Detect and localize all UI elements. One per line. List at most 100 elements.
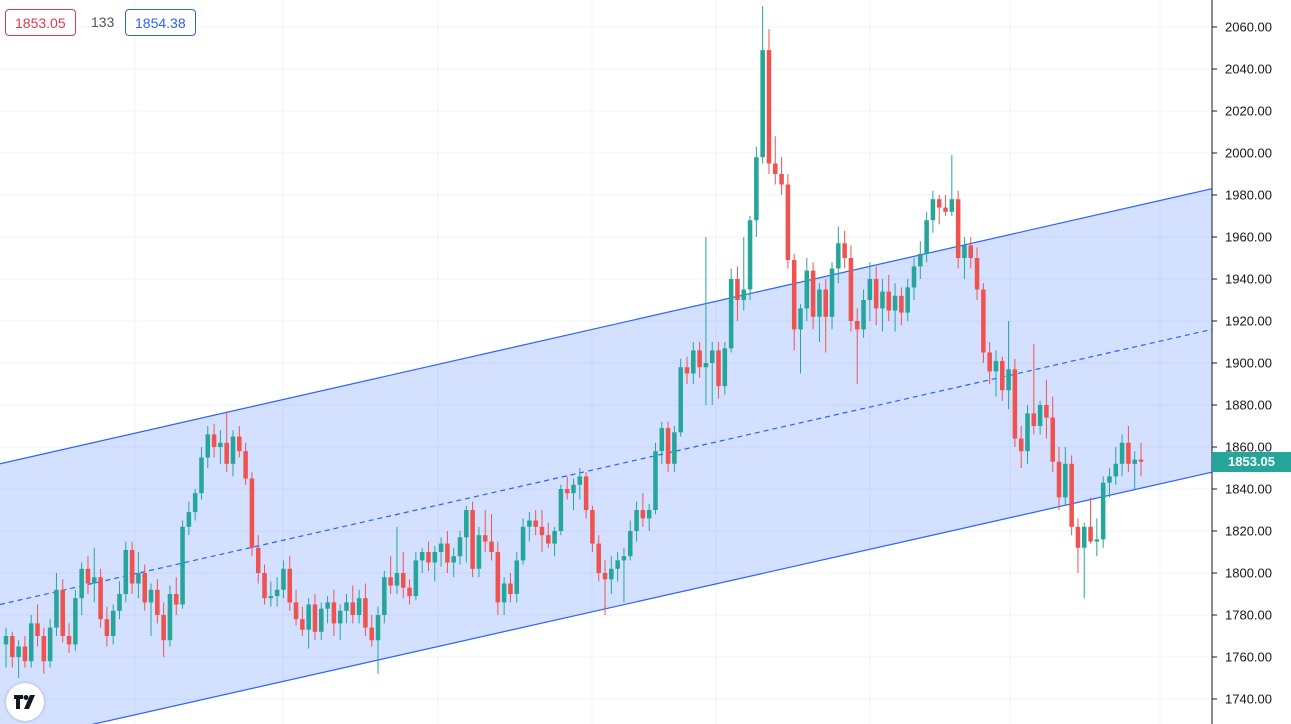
candle-body: [981, 289, 986, 353]
candle: [804, 258, 810, 321]
candle-body: [640, 510, 646, 519]
regression-channel[interactable]: [0, 188, 1213, 724]
candle-body: [79, 568, 84, 599]
ask-price-button[interactable]: 1854.38: [125, 9, 196, 36]
channel-fill: [0, 188, 1212, 724]
candle: [1113, 447, 1119, 485]
candle-body: [1044, 405, 1049, 418]
candle-body: [590, 510, 595, 544]
candle-body: [546, 535, 551, 544]
candle: [110, 604, 116, 645]
candle: [659, 421, 665, 464]
candle: [640, 493, 646, 527]
candle: [186, 501, 192, 536]
candle: [785, 174, 791, 269]
candle-body: [886, 291, 892, 311]
candle: [255, 535, 261, 584]
candle-body: [735, 279, 740, 300]
candle-body: [962, 245, 967, 258]
candle: [73, 589, 78, 651]
candle-body: [911, 266, 917, 288]
tradingview-logo-icon[interactable]: [6, 683, 44, 721]
candle-body: [337, 610, 343, 624]
price-tick-label: 1960.00: [1225, 230, 1272, 245]
candle: [104, 606, 110, 647]
candle-body: [766, 50, 772, 164]
price-tick-label: 1760.00: [1225, 650, 1272, 665]
candle-body: [1100, 482, 1106, 540]
candle-body: [665, 428, 671, 464]
candle: [281, 560, 286, 599]
price-tick-label: 1980.00: [1225, 188, 1272, 203]
candle-body: [262, 573, 267, 599]
candle: [697, 342, 702, 378]
candle-body: [1138, 459, 1144, 462]
candle: [10, 631, 15, 668]
price-tick-label: 2000.00: [1225, 146, 1272, 161]
candle-body: [539, 526, 545, 536]
candle: [464, 505, 469, 563]
candle: [1100, 476, 1106, 548]
bid-price-button[interactable]: 1853.05: [5, 9, 76, 36]
candle-body: [968, 245, 974, 258]
horizontal-grid: [0, 26, 1212, 700]
candle: [123, 541, 129, 603]
candle-body: [331, 602, 337, 624]
candle: [306, 598, 311, 649]
candle: [936, 195, 942, 225]
candle-body: [457, 537, 463, 557]
candle: [28, 615, 34, 668]
price-tick-label: 2020.00: [1225, 104, 1272, 119]
candle: [987, 342, 992, 384]
candle: [1069, 455, 1074, 536]
candle-body: [54, 589, 59, 628]
channel-lower-line[interactable]: [0, 471, 1213, 724]
candle-body: [255, 547, 261, 573]
candle-body: [936, 199, 942, 208]
candle: [161, 602, 166, 657]
candle-body: [514, 560, 520, 594]
candle-body: [520, 526, 526, 561]
candle-body: [1018, 438, 1024, 452]
candle: [583, 472, 589, 519]
candle-body: [306, 604, 311, 630]
candle-body: [419, 552, 425, 561]
candle: [350, 585, 356, 624]
candle-body: [634, 510, 639, 531]
candle-body: [621, 556, 627, 561]
candle-body: [653, 451, 658, 510]
channel-upper-line[interactable]: [0, 188, 1213, 465]
candle: [722, 342, 728, 395]
candle-body: [489, 541, 494, 552]
price-tick-label: 1900.00: [1225, 356, 1272, 371]
price-axis[interactable]: 1740.00 1760.00 1780.00 1800.00 1820.00 1840.…: [1212, 20, 1272, 707]
candle: [533, 510, 538, 536]
candle-body: [293, 602, 299, 620]
candle-body: [123, 549, 129, 594]
candle-body: [218, 442, 223, 447]
candle: [394, 526, 400, 594]
candle: [766, 29, 772, 174]
candle-body: [243, 451, 248, 479]
candle: [823, 279, 828, 353]
candle: [955, 190, 961, 269]
candle-body: [558, 489, 564, 531]
candle-body: [344, 602, 349, 611]
candle: [918, 241, 923, 279]
candle: [369, 615, 374, 647]
candle: [218, 430, 223, 464]
vertical-grid: [134, 0, 1161, 724]
candle-body: [445, 543, 450, 563]
candle-body: [602, 573, 608, 580]
candle-body: [400, 573, 406, 588]
candle-body: [3, 636, 9, 645]
candle: [546, 522, 551, 548]
candle: [1132, 451, 1137, 489]
candle-body: [407, 587, 412, 597]
candle-body: [85, 568, 91, 584]
candle-body: [98, 577, 103, 620]
candle-body: [924, 220, 929, 254]
candle: [880, 279, 885, 332]
candle-body: [319, 608, 324, 632]
